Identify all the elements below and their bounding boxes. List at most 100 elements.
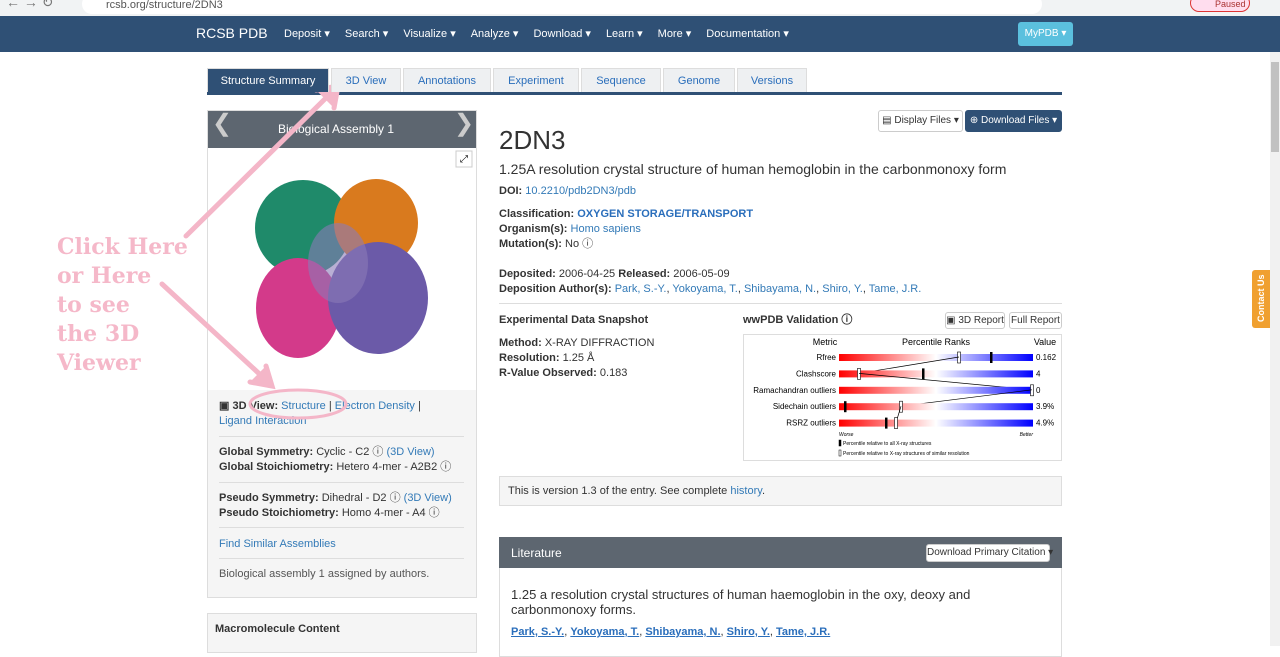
prev[interactable]: ❮ <box>212 110 233 137</box>
literature-title: Literature <box>511 546 562 560</box>
author-link[interactable]: Shibayama, N. <box>743 283 817 295</box>
value: 2006-05-09 <box>673 268 730 280</box>
metric-name: Sidechain outliers <box>773 402 836 411</box>
history-link[interactable]: history <box>730 485 762 497</box>
value: Cyclic - C2 <box>316 446 370 458</box>
menu-item[interactable]: Download ▾ <box>533 28 591 40</box>
label: Method: <box>499 337 542 349</box>
scrollbar[interactable] <box>1270 52 1280 646</box>
menu-label: Download <box>533 28 583 40</box>
classification[interactable]: OXYGEN STORAGE/TRANSPORT <box>577 208 754 220</box>
address-bar[interactable]: rcsb.org/structure/2DN3 <box>82 0 1042 14</box>
annotation-line: Click Here <box>57 234 188 260</box>
download-citation[interactable]: Download Primary Citation ▾ <box>926 544 1053 562</box>
annotation-line: to see <box>57 292 130 318</box>
literature-header: Literature Download Primary Citation ▾ <box>499 537 1062 568</box>
label: Resolution: <box>499 352 560 364</box>
contact-label: Contact Us <box>1256 274 1266 322</box>
mypdb-label: MyPDB <box>1024 28 1059 39</box>
contact-tab[interactable]: Contact Us <box>1252 270 1270 328</box>
author-link[interactable]: Tame, J.R. <box>868 283 922 295</box>
author-link[interactable]: Shiro, Y. <box>822 283 863 295</box>
author-link[interactable]: Tame, J.R. <box>776 626 831 638</box>
report-3d[interactable]: ▣ 3D Report <box>945 312 1005 329</box>
percentile-bar <box>839 386 1033 394</box>
author-link[interactable]: Park, S.-Y. <box>614 283 667 295</box>
menu-item[interactable]: Analyze ▾ <box>470 28 519 40</box>
label: Deposited: <box>499 268 556 280</box>
find-similar[interactable]: Find Similar Assemblies <box>219 538 336 550</box>
label: Released: <box>618 268 671 280</box>
next[interactable]: ❯ <box>454 110 475 137</box>
assembly-title: Biological Assembly 1 <box>278 122 395 136</box>
menu-item[interactable]: Learn ▾ <box>605 28 643 40</box>
sep: , <box>769 626 773 638</box>
worse: Worse <box>839 432 854 438</box>
tab[interactable]: Genome <box>663 68 735 92</box>
tab[interactable]: 3D View <box>331 68 401 92</box>
link[interactable]: (3D View) <box>386 446 435 458</box>
version-box: This is version 1.3 of the entry. See co… <box>499 476 1062 506</box>
author-link[interactable]: Yokoyama, T. <box>570 626 640 638</box>
link[interactable]: (3D View) <box>403 492 452 504</box>
url: rcsb.org/structure/2DN3 <box>106 0 223 11</box>
link[interactable]: Structure <box>281 400 326 412</box>
label: R-Value Observed: <box>499 367 597 379</box>
value: Hetero 4-mer - A2B2 <box>336 461 438 473</box>
label: 3D Report <box>958 315 1004 326</box>
value: 2006-04-25 <box>558 268 616 280</box>
marker <box>922 368 925 380</box>
menu-label: Learn <box>605 28 635 40</box>
tab[interactable]: Versions <box>737 68 807 92</box>
profile-label: Paused <box>1215 0 1246 9</box>
label: Classification: <box>499 208 575 220</box>
menu-item[interactable]: Documentation ▾ <box>706 28 789 40</box>
menu-item[interactable]: Deposit ▾ <box>284 28 330 40</box>
download-files[interactable]: ⊕ Download Files ▾ <box>965 110 1062 132</box>
label: ▣ <box>219 400 233 412</box>
percentile-bar <box>839 370 1033 378</box>
menu-item[interactable]: Visualize ▾ <box>403 28 456 40</box>
metric-value: 4 <box>1036 369 1041 378</box>
mypdb[interactable]: MyPDB ▾ <box>1018 22 1073 46</box>
link[interactable]: Electron Density <box>334 400 415 412</box>
display-files[interactable]: ▤ Display Files ▾ <box>878 110 963 132</box>
brand[interactable]: RCSB PDB <box>196 25 268 41</box>
author-link[interactable]: Yokoyama, T. <box>672 283 738 295</box>
tab[interactable]: Experiment <box>493 68 579 92</box>
organism[interactable]: Homo sapiens <box>570 223 641 235</box>
author-link[interactable]: Park, S.-Y. <box>511 626 565 638</box>
profile[interactable]: Paused <box>1190 0 1250 12</box>
label: Global Stoichiometry: <box>219 461 334 473</box>
menu-label: Visualize <box>403 28 448 40</box>
menu-label: Deposit <box>284 28 322 40</box>
tab[interactable]: Annotations <box>403 68 491 92</box>
menu-label: Documentation <box>706 28 781 40</box>
tab[interactable]: Structure Summary <box>207 68 329 92</box>
label: Global Symmetry: <box>219 446 314 458</box>
legend-text: Percentile relative to X-ray structures … <box>843 451 970 457</box>
percentile-bar <box>839 419 1033 427</box>
browser-bar: ← → ↻ rcsb.org/structure/2DN3 Paused <box>0 0 1280 16</box>
value: Dihedral - D2 <box>321 492 387 504</box>
molecule-image[interactable]: ⤢ <box>208 148 476 390</box>
link[interactable]: Ligand Interaction <box>219 415 307 427</box>
metric-name: Ramachandran outliers <box>753 386 836 395</box>
menu-item[interactable]: Search ▾ <box>344 28 389 40</box>
metric-name: Clashscore <box>796 369 837 378</box>
sep: , <box>816 283 820 295</box>
annotation-line: or Here <box>57 263 152 289</box>
sep: | <box>328 400 332 412</box>
sep: , <box>639 626 643 638</box>
menu-item[interactable]: More ▾ <box>657 28 692 40</box>
author-link[interactable]: Shiro, Y. <box>726 626 770 638</box>
nav-arrows[interactable]: ← → ↻ <box>6 0 54 10</box>
author-link[interactable]: Shibayama, N. <box>645 626 721 638</box>
sep: , <box>666 283 670 295</box>
doi[interactable]: 10.2210/pdb2DN3/pdb <box>525 185 637 197</box>
percentile-bar <box>839 354 1033 361</box>
percentile-bar <box>839 403 1033 411</box>
full-report[interactable]: Full Report <box>1009 312 1062 329</box>
label: Mutation(s): <box>499 238 562 250</box>
tab[interactable]: Sequence <box>581 68 661 92</box>
